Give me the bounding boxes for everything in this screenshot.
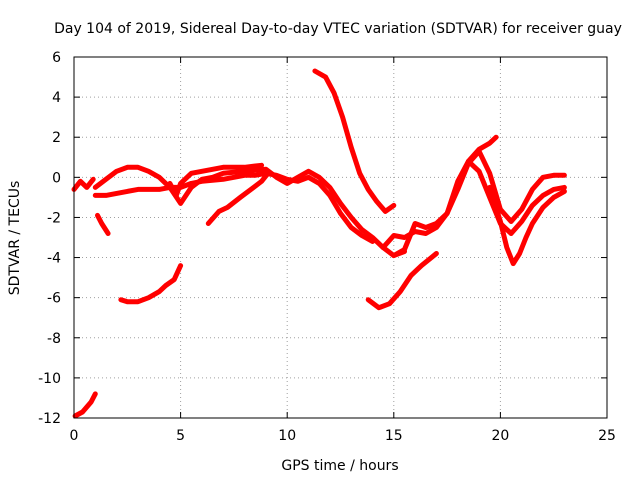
y-tick-label: 2	[52, 130, 61, 146]
axis-ticks: 0 5 10 15 20 25 -12 -10 -8 -6 -4 -2 0 2 4 6	[38, 50, 616, 444]
x-tick-label: 0	[70, 428, 79, 444]
plot-series	[71, 68, 567, 419]
y-tick-label: -10	[38, 371, 61, 387]
y-tick-label: -4	[47, 251, 61, 267]
y-tick-label: -2	[47, 210, 61, 226]
x-tick-label: 15	[385, 428, 403, 444]
y-tick-label: -6	[47, 291, 61, 307]
y-tick-label: 6	[52, 50, 61, 66]
series-line-h	[205, 170, 271, 226]
series-line-g	[167, 162, 265, 198]
y-tick-label: -8	[47, 331, 61, 347]
x-axis-label: GPS time / hours	[281, 458, 398, 474]
plot-frame	[73, 56, 608, 419]
series-line-i	[312, 68, 397, 214]
series-line-c	[95, 212, 111, 236]
y-tick-label: 4	[52, 90, 61, 106]
chart-title: Day 104 of 2019, Sidereal Day-to-day VTE…	[54, 21, 622, 37]
y-axis-label: SDTVAR / TECUs	[7, 181, 23, 296]
x-tick-label: 25	[598, 428, 616, 444]
series-line-a	[71, 176, 96, 192]
series-line-e	[92, 164, 407, 259]
x-tick-label: 5	[176, 428, 185, 444]
x-tick-label: 10	[278, 428, 296, 444]
series-line-n	[465, 158, 567, 236]
series-line-f	[118, 263, 184, 305]
y-tick-label: -12	[38, 411, 61, 427]
series-line-j	[365, 251, 439, 311]
series-line-d	[92, 170, 375, 244]
x-tick-label: 20	[491, 428, 509, 444]
series-line-b	[72, 391, 98, 419]
series-line-m	[487, 184, 567, 267]
y-tick-label: 0	[52, 170, 61, 186]
series-line-l	[391, 148, 567, 259]
